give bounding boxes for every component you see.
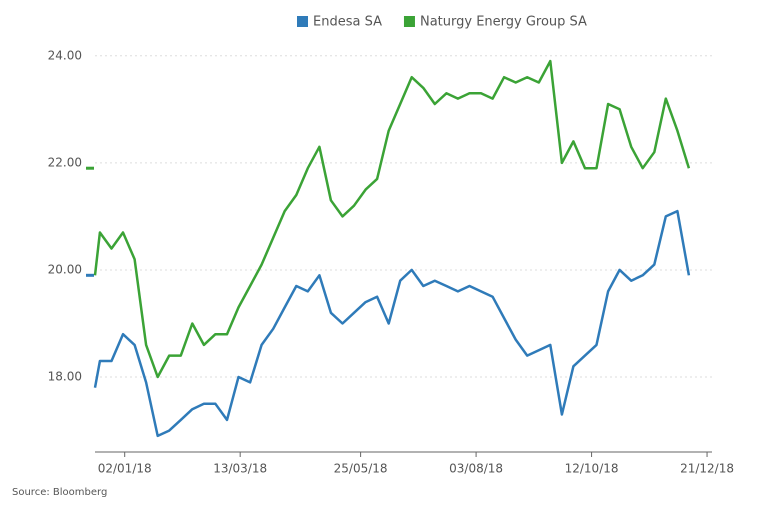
y-tick-label: 24.00 (48, 48, 82, 62)
legend-label: Naturgy Energy Group SA (420, 15, 587, 30)
source-note: Source: Bloomberg (12, 487, 107, 498)
x-tick-label: 12/10/18 (565, 462, 619, 476)
series-line (93, 59, 691, 379)
legend-swatch (297, 16, 308, 27)
x-tick-label: 21/12/18 (680, 462, 734, 476)
x-tick-label: 02/01/18 (98, 462, 152, 476)
legend-label: Endesa SA (313, 15, 382, 30)
x-tick-label: 03/08/18 (449, 462, 503, 476)
x-tick-label: 13/03/18 (213, 462, 267, 476)
last-value-marker (86, 166, 94, 170)
x-tick-label: 25/05/18 (334, 462, 388, 476)
y-tick-label: 22.00 (48, 155, 82, 169)
y-tick-label: 20.00 (48, 262, 82, 276)
series-line (93, 209, 691, 438)
last-value-marker (86, 273, 94, 277)
y-tick-label: 18.00 (48, 370, 82, 384)
legend-swatch (403, 16, 415, 27)
